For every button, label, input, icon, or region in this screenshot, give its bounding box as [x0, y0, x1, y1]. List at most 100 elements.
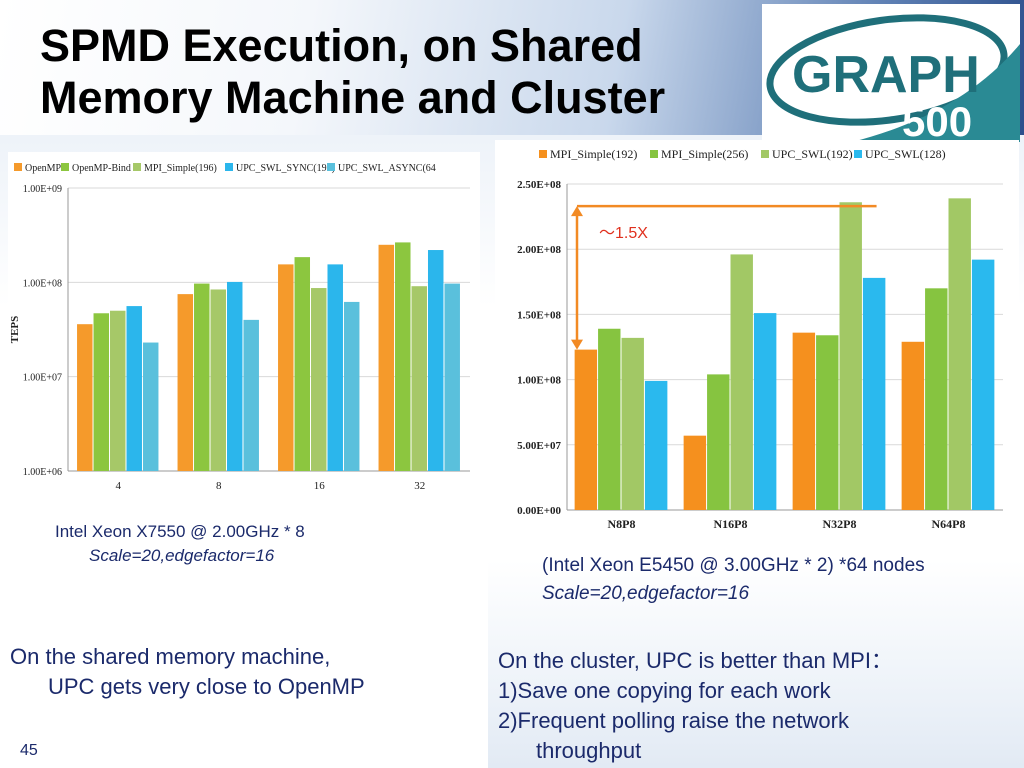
bar-16-2 [311, 288, 327, 471]
bar-N16P8-0 [683, 435, 707, 510]
y-tick-label-2: 1.00E+08 [23, 278, 62, 289]
bar-N64P8-3 [971, 259, 995, 510]
legend-swatch-2 [133, 163, 141, 171]
bar-32-0 [378, 244, 395, 471]
page-number: 45 [20, 742, 38, 759]
bar-16-0 [278, 264, 294, 471]
bar-32-3 [427, 250, 444, 471]
note-right-line3: 2)Frequent polling raise the network [498, 708, 849, 733]
bar-32-4 [444, 283, 460, 471]
legend-label-0: OpenMP [25, 163, 62, 174]
bar-4-0 [77, 324, 93, 471]
bar-4-3 [126, 306, 142, 471]
y-tick-label-4: 2.00E+08 [517, 244, 561, 256]
y-tick-label-2: 1.00E+08 [517, 375, 561, 387]
note-right-line4: throughput [536, 738, 642, 763]
caption-left: Intel Xeon X7550 @ 2.00GHz * 8 Scale=20,… [55, 520, 305, 568]
title-line-1: SPMD Execution, on Shared [40, 20, 643, 71]
title-line-2: Memory Machine and Cluster [40, 72, 666, 123]
chart-shared-memory-svg: OpenMP OpenMP-Bind MPI_Simple(196) UPC_SWL_… [9, 163, 470, 492]
bar-8-1 [194, 283, 210, 471]
bar-4-2 [110, 310, 126, 471]
legend-swatch-4 [327, 163, 335, 171]
x-category-label-2: N32P8 [823, 517, 857, 531]
bar-4-4 [142, 342, 159, 471]
bar-N32P8-1 [816, 335, 839, 510]
x-category-label-3: 32 [414, 480, 425, 492]
slide-title: SPMD Execution, on Shared Memory Machine… [40, 20, 760, 124]
bar-N64P8-0 [901, 341, 925, 510]
legend-swatch-1 [650, 150, 658, 158]
bar-N16P8-3 [753, 313, 777, 510]
y-tick-label-3: 1.00E+09 [23, 184, 62, 195]
caption-left-scale: Scale=20,edgefactor=16 [89, 546, 275, 565]
legend-label-0: MPI_Simple(192) [550, 147, 637, 161]
bar-16-3 [327, 264, 343, 471]
y-tick-label-1: 1.00E+07 [23, 373, 62, 384]
y-tick-label-1: 5.00E+07 [517, 440, 561, 452]
caption-left-cpu: Intel Xeon X7550 @ 2.00GHz * 8 [55, 522, 305, 541]
legend-swatch-3 [225, 163, 233, 171]
x-category-label-3: N64P8 [932, 517, 966, 531]
y-tick-label-3: 1.50E+08 [517, 309, 561, 321]
legend-label-3: UPC_SWL(128) [865, 147, 946, 161]
bar-N32P8-3 [862, 277, 886, 510]
bar-8-3 [226, 281, 243, 471]
y-axis-title: TEPS [9, 316, 21, 344]
legend-label-3: UPC_SWL_SYNC(196) [236, 163, 335, 174]
bar-N64P8-2 [948, 198, 971, 510]
logo-text-graph: GRAPH [792, 46, 980, 104]
logo-swoosh-fill [852, 44, 1020, 142]
caption-right: (Intel Xeon E5450 @ 3.00GHz * 2) *64 nod… [542, 552, 925, 608]
chart-cluster: MPI_Simple(192) MPI_Simple(256) UPC_SWL(19… [495, 140, 1019, 540]
bar-32-1 [395, 242, 411, 471]
note-right: On the cluster, UPC is better than MPI： … [498, 646, 893, 766]
graph500-logo: GRAPH 500 [762, 4, 1020, 145]
bar-16-1 [294, 257, 311, 471]
graph500-logo-graphic: GRAPH 500 [766, 14, 1020, 145]
legend-swatch-0 [14, 163, 22, 171]
bar-8-4 [243, 319, 259, 471]
annotation-arrow-head-bottom [571, 339, 583, 350]
bar-8-0 [177, 294, 194, 471]
bar-N16P8-2 [730, 254, 753, 510]
bottom-gradient [488, 560, 1024, 768]
bar-N8P8-3 [644, 380, 668, 510]
legend-label-1: OpenMP-Bind [72, 163, 131, 174]
chart-cluster-svg: MPI_Simple(192) MPI_Simple(256) UPC_SWL(19… [517, 147, 1003, 531]
legend-swatch-3 [854, 150, 862, 158]
x-category-label-1: N16P8 [714, 517, 748, 531]
legend-label-2: MPI_Simple(196) [144, 163, 217, 174]
x-category-label-0: 4 [116, 480, 122, 492]
chart-shared-memory: OpenMP OpenMP-Bind MPI_Simple(196) UPC_SWL_… [8, 152, 480, 505]
logo-text-500: 500 [902, 98, 972, 142]
legend-swatch-2 [761, 150, 769, 158]
legend-label-2: UPC_SWL(192) [772, 147, 853, 161]
bar-32-2 [411, 286, 427, 471]
bar-N8P8-1 [598, 328, 621, 510]
bar-8-2 [210, 289, 226, 471]
x-category-label-0: N8P8 [608, 517, 636, 531]
annotation-arrow-head-top [571, 206, 583, 217]
bar-N16P8-1 [707, 374, 730, 510]
bar-N32P8-2 [839, 202, 862, 511]
note-left-line2: UPC gets very close to OpenMP [48, 674, 365, 699]
note-right-line1: On the cluster, UPC is better than MPI： [498, 648, 893, 673]
bar-4-1 [93, 313, 110, 471]
note-left: On the shared memory machine, UPC gets v… [10, 642, 365, 702]
bar-16-4 [343, 301, 360, 471]
bar-N32P8-0 [792, 332, 816, 510]
caption-right-cpu: (Intel Xeon E5450 @ 3.00GHz * 2) *64 nod… [542, 555, 925, 576]
bar-N8P8-0 [574, 349, 598, 510]
legend-label-1: MPI_Simple(256) [661, 147, 748, 161]
logo-swoosh-ring [766, 14, 1008, 126]
bar-N64P8-1 [925, 288, 948, 510]
caption-right-scale: Scale=20,edgefactor=16 [542, 583, 750, 604]
note-right-line2: 1)Save one copying for each work [498, 678, 831, 703]
bar-N8P8-2 [621, 337, 644, 510]
y-tick-label-5: 2.50E+08 [517, 179, 561, 191]
legend-label-4: UPC_SWL_ASYNC(64 [338, 163, 436, 174]
y-tick-label-0: 1.00E+06 [23, 467, 62, 478]
legend-swatch-1 [61, 163, 69, 171]
annotation-label: ～1.5X [599, 225, 648, 242]
